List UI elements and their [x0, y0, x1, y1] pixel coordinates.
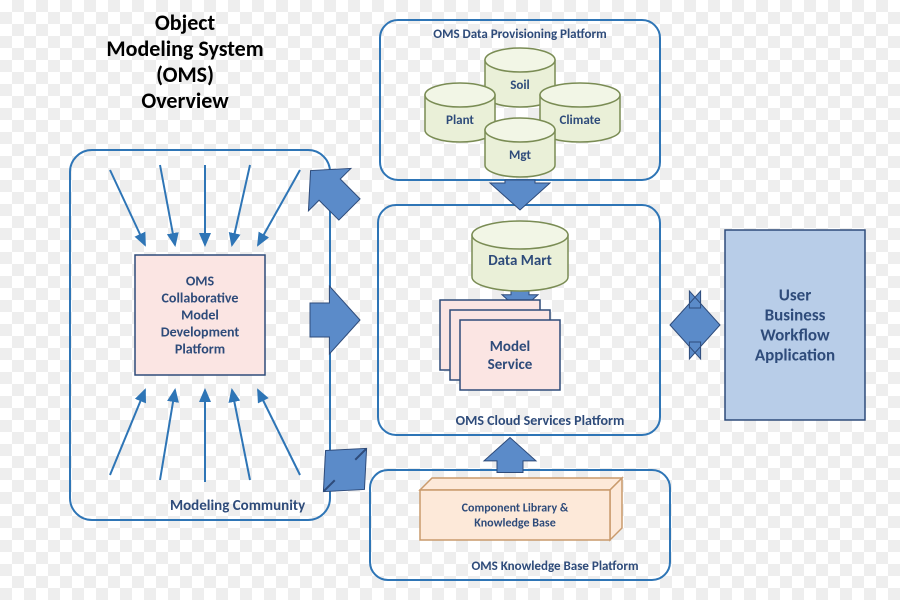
- box-label: Business: [765, 305, 826, 326]
- diagram-title-line: Overview: [141, 87, 229, 114]
- svg-text:Data Mart: Data Mart: [488, 252, 552, 270]
- community-arrow: [160, 165, 175, 245]
- box-userapp: UserBusinessWorkflowApplication: [725, 230, 865, 420]
- community-arrow: [258, 170, 300, 245]
- box-complib: Component Library &Knowledge Base: [420, 478, 622, 540]
- box-modelservice: ModelService: [440, 300, 560, 390]
- svg-text:Plant: Plant: [446, 113, 474, 128]
- arrow-cloud-to-userapp: [670, 291, 720, 359]
- box-label: Platform: [175, 341, 225, 358]
- container-label: OMS Knowledge Base Platform: [471, 559, 638, 574]
- cylinder-mgt: Mgt: [485, 118, 555, 177]
- container-label: OMS Data Provisioning Platform: [433, 27, 606, 42]
- community-arrow: [258, 390, 300, 475]
- diagram-title-line: (OMS): [156, 61, 214, 88]
- box-label: Development: [161, 324, 240, 341]
- cylinder-data-mart: Data Mart: [472, 221, 568, 291]
- community-arrow: [110, 170, 145, 245]
- box-label: Model: [490, 338, 530, 356]
- container-label: Modeling Community: [170, 497, 306, 515]
- box-label: Model: [181, 307, 219, 324]
- svg-text:Climate: Climate: [559, 113, 600, 128]
- svg-text:Soil: Soil: [510, 78, 530, 93]
- box-label: Application: [755, 345, 835, 366]
- box-label: User: [779, 285, 811, 306]
- box-collab: OMSCollaborativeModelDevelopmentPlatform: [135, 255, 265, 375]
- box-label: Component Library &: [462, 502, 569, 516]
- oms-diagram: OMS Data Provisioning Platform Modeling C…: [0, 0, 900, 600]
- box-label: Collaborative: [162, 290, 239, 307]
- arrow-kb-to-cloud: [484, 438, 536, 473]
- box-label: Workflow: [760, 325, 830, 346]
- box-label: Service: [488, 356, 533, 374]
- diagram-title-line: Modeling System: [106, 35, 263, 62]
- community-arrow: [232, 390, 250, 480]
- arrow-collab-to-cloud: [310, 286, 360, 354]
- community-arrow: [110, 390, 145, 475]
- community-arrow: [160, 390, 175, 480]
- container-label: OMS Cloud Services Platform: [456, 412, 625, 429]
- arrow-modeling-to-kb: [304, 429, 385, 510]
- box-label: OMS: [186, 273, 215, 290]
- svg-text:Mgt: Mgt: [509, 148, 531, 163]
- community-arrow: [232, 165, 250, 245]
- diagram-title-line: Object: [155, 9, 216, 36]
- box-label: Knowledge Base: [474, 517, 555, 531]
